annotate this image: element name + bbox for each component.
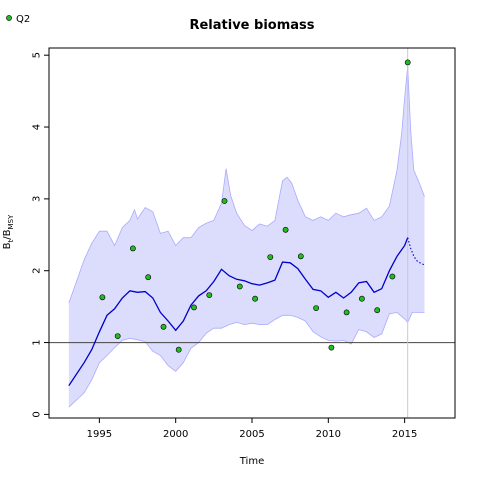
y-axis-label-sub2: MSY xyxy=(7,214,15,229)
data-point-q2 xyxy=(267,254,274,260)
y-tick-label: 5 xyxy=(32,52,43,58)
y-axis-label-sub1: t xyxy=(7,239,15,242)
legend-label-q2: Q2 xyxy=(16,14,30,25)
data-point-q2 xyxy=(374,307,381,314)
confidence-upper-edge xyxy=(68,65,425,304)
data-point-q2 xyxy=(114,333,121,339)
x-tick-label: 2000 xyxy=(163,429,188,440)
data-point-q2 xyxy=(206,292,213,298)
data-point-q2 xyxy=(313,305,319,311)
x-tick-label: 1995 xyxy=(87,429,112,440)
data-point-q2 xyxy=(252,295,258,302)
data-point-q2 xyxy=(282,226,289,233)
data-point-q2 xyxy=(404,59,411,66)
data-point-q2 xyxy=(389,273,396,280)
y-tick-label: 0 xyxy=(32,411,43,417)
legend-marker xyxy=(6,15,12,21)
x-tick-label: 2015 xyxy=(392,429,417,440)
data-point-q2 xyxy=(328,344,335,351)
y-tick-label: 4 xyxy=(32,124,43,130)
data-point-q2 xyxy=(297,253,304,260)
x-tick-label: 2005 xyxy=(239,429,264,440)
biomass-estimate-line xyxy=(68,237,409,387)
x-axis-label: Time xyxy=(239,456,264,467)
data-point-q2 xyxy=(175,346,182,353)
plot-layer: 1995 2000 2005 2010 2015 0 1 2 3 4 5 xyxy=(32,47,456,440)
data-point-q2 xyxy=(358,295,365,302)
data-point-q2 xyxy=(236,283,243,290)
x-tick-label: 2010 xyxy=(316,429,341,440)
data-point-q2 xyxy=(99,294,106,301)
legend: Q2 xyxy=(6,14,30,25)
data-point-q2 xyxy=(129,245,136,252)
y-axis-label-main: B xyxy=(2,242,13,249)
confidence-lower-edge xyxy=(68,311,425,408)
data-point-q2 xyxy=(160,323,167,330)
chart-title: Relative biomass xyxy=(189,18,314,33)
biomass-forecast-line xyxy=(407,237,425,266)
confidence-band xyxy=(68,66,425,408)
data-point-q2 xyxy=(191,304,197,311)
y-tick-label: 3 xyxy=(32,196,43,202)
y-tick-label: 2 xyxy=(32,268,43,274)
y-axis-label-mid: /B xyxy=(2,229,13,239)
y-tick-label: 1 xyxy=(32,339,43,345)
data-point-q2 xyxy=(221,198,228,204)
y-axis-label: Bt/BMSY xyxy=(2,214,15,249)
data-point-q2 xyxy=(145,274,152,281)
data-point-q2 xyxy=(343,309,350,316)
